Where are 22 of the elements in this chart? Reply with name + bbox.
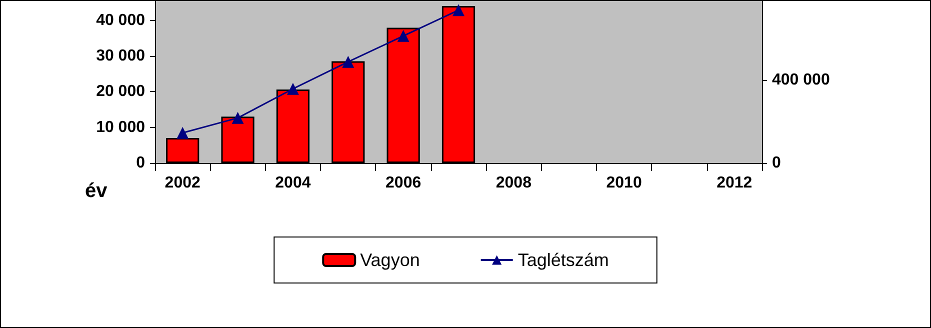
x-tick-label: 2012: [716, 174, 752, 192]
x-tick-label: 2004: [275, 174, 311, 192]
y-tick-label: 40 000: [96, 12, 146, 29]
point: [342, 56, 354, 68]
y-tick-label: 10 000: [96, 118, 146, 136]
point: [232, 112, 244, 124]
x-axis-title: év: [85, 180, 108, 202]
y2-tick-label: 0: [772, 154, 781, 172]
legend-label: Taglétszám: [518, 250, 609, 270]
point: [452, 4, 464, 16]
y-tick-label: 20 000: [96, 83, 146, 100]
point: [286, 82, 299, 95]
x-tick-label: 2010: [606, 174, 642, 192]
y2-tick-label: 400 000: [772, 71, 830, 88]
y-tick-label: 0: [136, 154, 146, 172]
x-tick-label: 2008: [496, 174, 532, 192]
point: [176, 126, 189, 139]
point: [397, 30, 410, 42]
x-tick-label: 2002: [164, 174, 200, 192]
legend-label: Vagyon: [360, 250, 420, 270]
x-tick-label: 2006: [386, 174, 422, 192]
y-tick-label: 30 000: [96, 47, 146, 64]
